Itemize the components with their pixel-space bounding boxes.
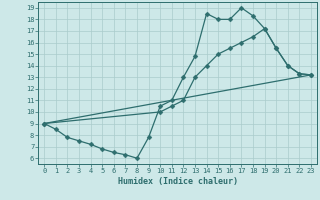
X-axis label: Humidex (Indice chaleur): Humidex (Indice chaleur) bbox=[118, 177, 238, 186]
